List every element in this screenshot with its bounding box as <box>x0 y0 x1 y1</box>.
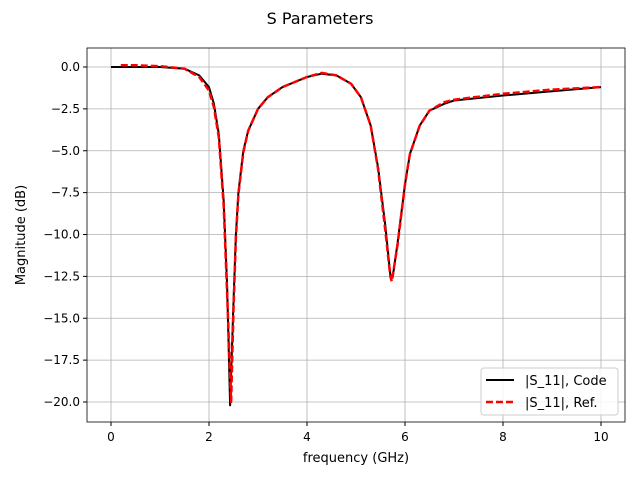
legend: |S_11|, Code |S_11|, Ref. <box>480 367 619 416</box>
plot-frame <box>86 47 626 423</box>
x-tick-label: 4 <box>303 430 311 444</box>
y-tick-label: −5.0 <box>51 144 80 158</box>
series-line-ref <box>120 64 602 404</box>
legend-label-ref: |S_11|, Ref. <box>525 396 598 411</box>
y-tick-label: −7.5 <box>51 186 80 200</box>
x-tick-label: 10 <box>593 430 608 444</box>
y-tick-label: −10.0 <box>43 228 80 242</box>
y-tick-label: −20.0 <box>43 395 80 409</box>
x-tick-label: 2 <box>205 430 213 444</box>
y-tick-label: −2.5 <box>51 102 80 116</box>
series-line-code <box>111 66 602 407</box>
y-axis-label: Magnitude (dB) <box>14 185 29 285</box>
legend-label-code: |S_11|, Code <box>525 374 607 389</box>
y-tick-label: −12.5 <box>43 269 80 283</box>
chart-title: S Parameters <box>267 9 374 28</box>
x-tick-label: 8 <box>499 430 507 444</box>
y-tick-label: −17.5 <box>43 353 80 367</box>
x-tick-label: 6 <box>401 430 409 444</box>
x-axis-label: frequency (GHz) <box>303 451 409 466</box>
y-tick-label: 0.0 <box>61 60 80 74</box>
y-tick-label: −15.0 <box>43 311 80 325</box>
x-tick-label: 0 <box>107 430 115 444</box>
